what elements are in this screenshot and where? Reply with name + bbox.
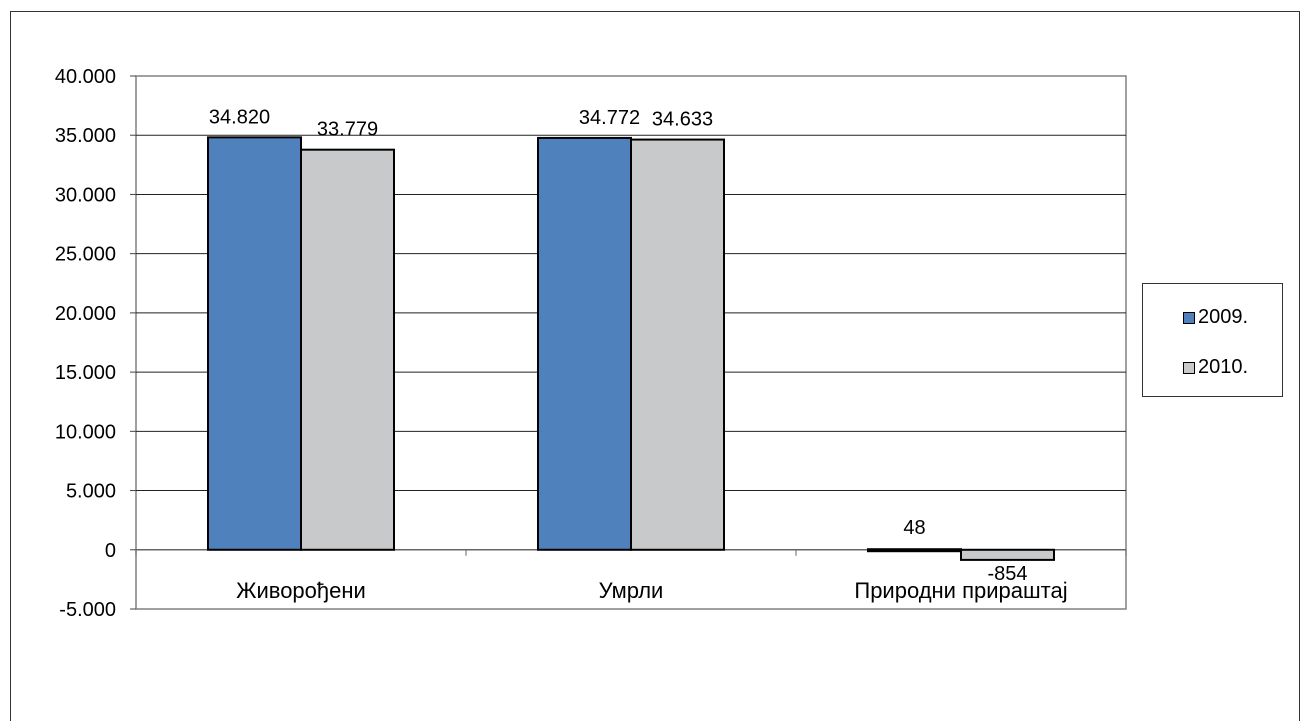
chart-frame: [10, 11, 1300, 721]
data-label: 48: [903, 517, 925, 539]
y-tick-label: 35.000: [55, 125, 116, 147]
data-label: 34.633: [652, 109, 713, 131]
x-category-label: Живорођени: [236, 578, 366, 603]
y-tick-label: 40.000: [55, 66, 116, 88]
legend-label-2010: 2010.: [1198, 356, 1249, 378]
data-label: 34.772: [579, 107, 640, 129]
bar-2010-1: [630, 138, 725, 551]
x-category-label: Природни прираштај: [854, 578, 1067, 603]
y-tick-label: -5.000: [59, 599, 116, 621]
data-label: -854: [987, 563, 1027, 585]
legend-item-2010: 2010.: [1183, 356, 1248, 379]
legend-item-2009: 2009.: [1183, 306, 1248, 329]
legend-label-2009: 2009.: [1198, 306, 1249, 328]
bar-2009-2: [867, 548, 962, 553]
x-category-label: Умрли: [599, 578, 664, 603]
y-tick-label: 15.000: [55, 362, 116, 384]
legend-swatch-2009: [1183, 311, 1195, 324]
y-tick-label: 25.000: [55, 244, 116, 266]
y-tick-label: 20.000: [55, 303, 116, 325]
bar-2009-0: [207, 136, 302, 551]
y-tick-label: 10.000: [55, 421, 116, 443]
data-label: 34.820: [209, 106, 270, 128]
bar-2009-1: [537, 136, 632, 551]
y-tick-label: 5.000: [66, 481, 116, 503]
data-label: 33.779: [317, 119, 378, 141]
chart-legend: 2009. 2010.: [1142, 283, 1283, 397]
bar-2010-2: [960, 548, 1055, 561]
y-tick-label: 0: [105, 540, 116, 562]
legend-swatch-2010: [1183, 361, 1195, 374]
bar-2010-0: [300, 148, 395, 551]
plot-area: [135, 75, 1127, 610]
y-tick-label: 30.000: [55, 184, 116, 206]
